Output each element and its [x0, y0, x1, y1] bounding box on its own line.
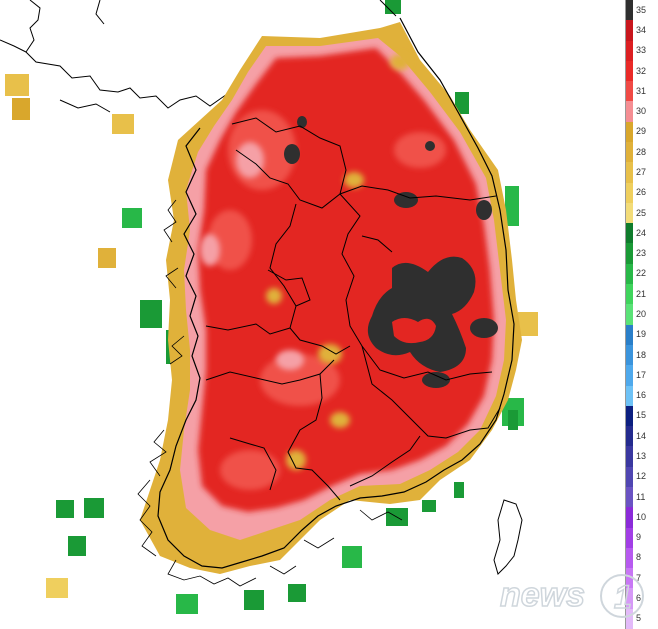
legend-swatch-7: [625, 568, 633, 589]
legend-label-17: 17: [636, 369, 647, 380]
legend-label-27: 27: [636, 166, 647, 177]
north-coastline: [25, 0, 269, 109]
news1-watermark: news 1: [499, 574, 644, 618]
legend-label-32: 32: [636, 65, 647, 76]
legend-swatch-6: [625, 588, 633, 610]
legend-swatch-16: [625, 385, 633, 407]
legend-label-35: 35: [636, 4, 647, 15]
coastline-detail-west: [137, 199, 403, 587]
core-hole: [392, 318, 436, 344]
legend-swatch-20: [625, 304, 633, 326]
watermark-circle: [600, 574, 644, 618]
legend-swatch-10: [625, 507, 633, 529]
legend-label-15: 15: [636, 410, 647, 421]
legend-label-9: 9: [636, 532, 642, 543]
legend-swatch-11: [625, 486, 633, 508]
legend-swatch-23: [625, 243, 633, 265]
color-scale-legend: 35 34 33 32 31 30 29 28 27 26 25 24 23 22 21 20 19 18 17 16…: [625, 0, 658, 629]
legend-swatch-21: [625, 284, 633, 305]
legend-swatch-33: [625, 40, 633, 62]
legend-swatch-22: [625, 263, 633, 285]
legend-label-31: 31: [636, 85, 647, 96]
temperature-map: [0, 0, 538, 614]
legend-label-6: 6: [636, 593, 642, 604]
legend-swatch-17: [625, 365, 633, 386]
legend-swatch-28: [625, 142, 633, 163]
north-east-coast: [379, 0, 397, 17]
legend-label-28: 28: [636, 146, 647, 157]
legend-label-14: 14: [636, 430, 647, 441]
legend-swatch-24: [625, 223, 633, 244]
legend-swatch-14: [625, 426, 633, 447]
legend-label-11: 11: [636, 491, 646, 502]
legend-label-19: 19: [636, 329, 647, 340]
legend-label-30: 30: [636, 106, 647, 117]
watermark-mark: 1: [614, 579, 632, 615]
legend-label-21: 21: [636, 288, 647, 299]
legend-label-33: 33: [636, 45, 647, 56]
legend-label-29: 29: [636, 126, 647, 137]
legend-label-16: 16: [636, 390, 647, 401]
east-island: [493, 499, 523, 575]
mild-spots: [266, 54, 410, 470]
legend-label-22: 22: [636, 268, 647, 279]
legend-swatch-26: [625, 182, 633, 204]
peninsula-coastline: [157, 17, 515, 569]
legend-swatch-30: [625, 101, 633, 123]
legend-swatch-12: [625, 466, 633, 488]
legend-swatch-25: [625, 202, 633, 224]
legend-label-5: 5: [636, 613, 642, 624]
legend-divider: [625, 0, 626, 629]
legend-swatch-15: [625, 405, 633, 427]
legend-label-26: 26: [636, 187, 647, 198]
legend-swatch-29: [625, 121, 633, 143]
legend-swatch-34: [625, 20, 633, 42]
north-coastline-2: [0, 0, 111, 113]
legend-swatch-19: [625, 324, 633, 346]
legend-label-8: 8: [636, 552, 642, 563]
extreme-heat-cores: [284, 116, 498, 388]
legend-label-7: 7: [636, 572, 642, 583]
island-blocks: [5, 0, 538, 614]
legend-swatch-18: [625, 344, 633, 366]
watermark-text: news: [500, 576, 585, 614]
legend-swatch-13: [625, 446, 633, 468]
legend-swatch-5: [625, 608, 633, 629]
legend-label-12: 12: [636, 471, 647, 482]
legend-label-20: 20: [636, 309, 647, 319]
legend-label-13: 13: [636, 451, 647, 462]
legend-swatch-8: [625, 547, 633, 569]
legend-label-23: 23: [636, 248, 647, 259]
legend-label-34: 34: [636, 24, 647, 35]
legend-label-24: 24: [636, 227, 647, 238]
legend-swatch-31: [625, 81, 633, 102]
legend-label-18: 18: [636, 349, 647, 360]
legend-label-25: 25: [636, 207, 647, 218]
legend-label-10: 10: [636, 511, 647, 522]
province-borders: [205, 117, 501, 501]
legend-swatch-35: [625, 0, 633, 21]
legend-swatch-27: [625, 162, 633, 184]
legend-swatch-9: [625, 527, 633, 549]
coastal-cool: [422, 410, 518, 512]
legend-swatch-32: [625, 60, 633, 82]
